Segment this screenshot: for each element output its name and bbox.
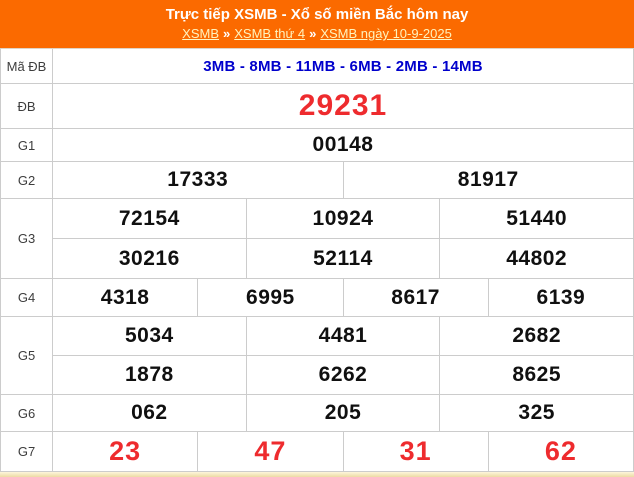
row-ma-db: Mã ĐB 3MB - 8MB - 11MB - 6MB - 2MB - 14M… [1, 49, 633, 84]
prize-label-ma-db: Mã ĐB [1, 49, 53, 83]
prize-label-g7: G7 [1, 432, 53, 471]
results-table: Mã ĐB 3MB - 8MB - 11MB - 6MB - 2MB - 14M… [0, 48, 634, 472]
result-value: 23 [109, 436, 142, 466]
breadcrumb-separator: » [309, 26, 317, 41]
result-value: 4481 [245, 317, 440, 355]
result-value: 6139 [487, 279, 633, 316]
result-value: 00148 [312, 133, 374, 156]
result-value: 1878 [124, 363, 174, 386]
result-value: 62 [487, 432, 633, 471]
row-db: ĐB 29231 [1, 84, 633, 129]
result-value: 8617 [342, 279, 488, 316]
prize-label-g2: G2 [1, 162, 53, 198]
row-g3: G3 72154 10924 51440 30216 52114 44802 [1, 199, 633, 279]
result-value: 062 [131, 401, 168, 424]
page-header: Trực tiếp XSMB - Xổ số miền Bắc hôm nay … [0, 0, 634, 48]
result-value: 31 [342, 432, 488, 471]
prize-label-db: ĐB [1, 84, 53, 128]
result-value: 6262 [245, 356, 440, 394]
prize-label-g6: G6 [1, 395, 53, 431]
result-value: 81917 [342, 162, 634, 198]
special-code-value: 3MB - 8MB - 11MB - 6MB - 2MB - 14MB [203, 57, 483, 75]
page-title: Trực tiếp XSMB - Xổ số miền Bắc hôm nay [165, 6, 469, 23]
result-value: 10924 [245, 199, 440, 238]
result-value: 2682 [439, 317, 633, 355]
row-g2: G2 17333 81917 [1, 162, 633, 199]
result-value: 17333 [167, 168, 229, 191]
row-g4: G4 4318 6995 8617 6139 [1, 279, 633, 317]
row-g6: G6 062 205 325 [1, 395, 633, 432]
result-value: 52114 [245, 239, 440, 278]
prize-label-g4: G4 [1, 279, 53, 316]
row-g1: G1 00148 [1, 129, 633, 162]
breadcrumb-link-xsmb-ngay[interactable]: XSMB ngày 10-9-2025 [320, 26, 452, 41]
breadcrumb-link-xsmb[interactable]: XSMB [182, 26, 219, 41]
breadcrumb-link-xsmb-thu-4[interactable]: XSMB thứ 4 [234, 26, 306, 41]
next-section-strip [0, 472, 634, 477]
result-value: 205 [245, 395, 440, 431]
result-value: 72154 [118, 206, 180, 230]
special-prize-value: 29231 [298, 89, 388, 122]
result-value: 51440 [439, 199, 633, 238]
result-value: 8625 [439, 356, 633, 394]
prize-label-g5: G5 [1, 317, 53, 394]
result-value: 44802 [439, 239, 633, 278]
prize-label-g3: G3 [1, 199, 53, 278]
breadcrumb-separator: » [223, 26, 231, 41]
row-g5: G5 5034 4481 2682 1878 6262 8625 [1, 317, 633, 395]
result-value: 5034 [124, 324, 174, 347]
result-value: 4318 [100, 285, 150, 309]
result-value: 47 [197, 432, 342, 471]
result-value: 325 [439, 395, 633, 431]
breadcrumb: XSMB» XSMB thứ 4» XSMB ngày 10-9-2025 [0, 25, 634, 42]
result-value: 6995 [197, 279, 342, 316]
row-g7: G7 23 47 31 62 [1, 432, 633, 472]
prize-label-g1: G1 [1, 129, 53, 161]
result-value: 30216 [118, 246, 180, 270]
